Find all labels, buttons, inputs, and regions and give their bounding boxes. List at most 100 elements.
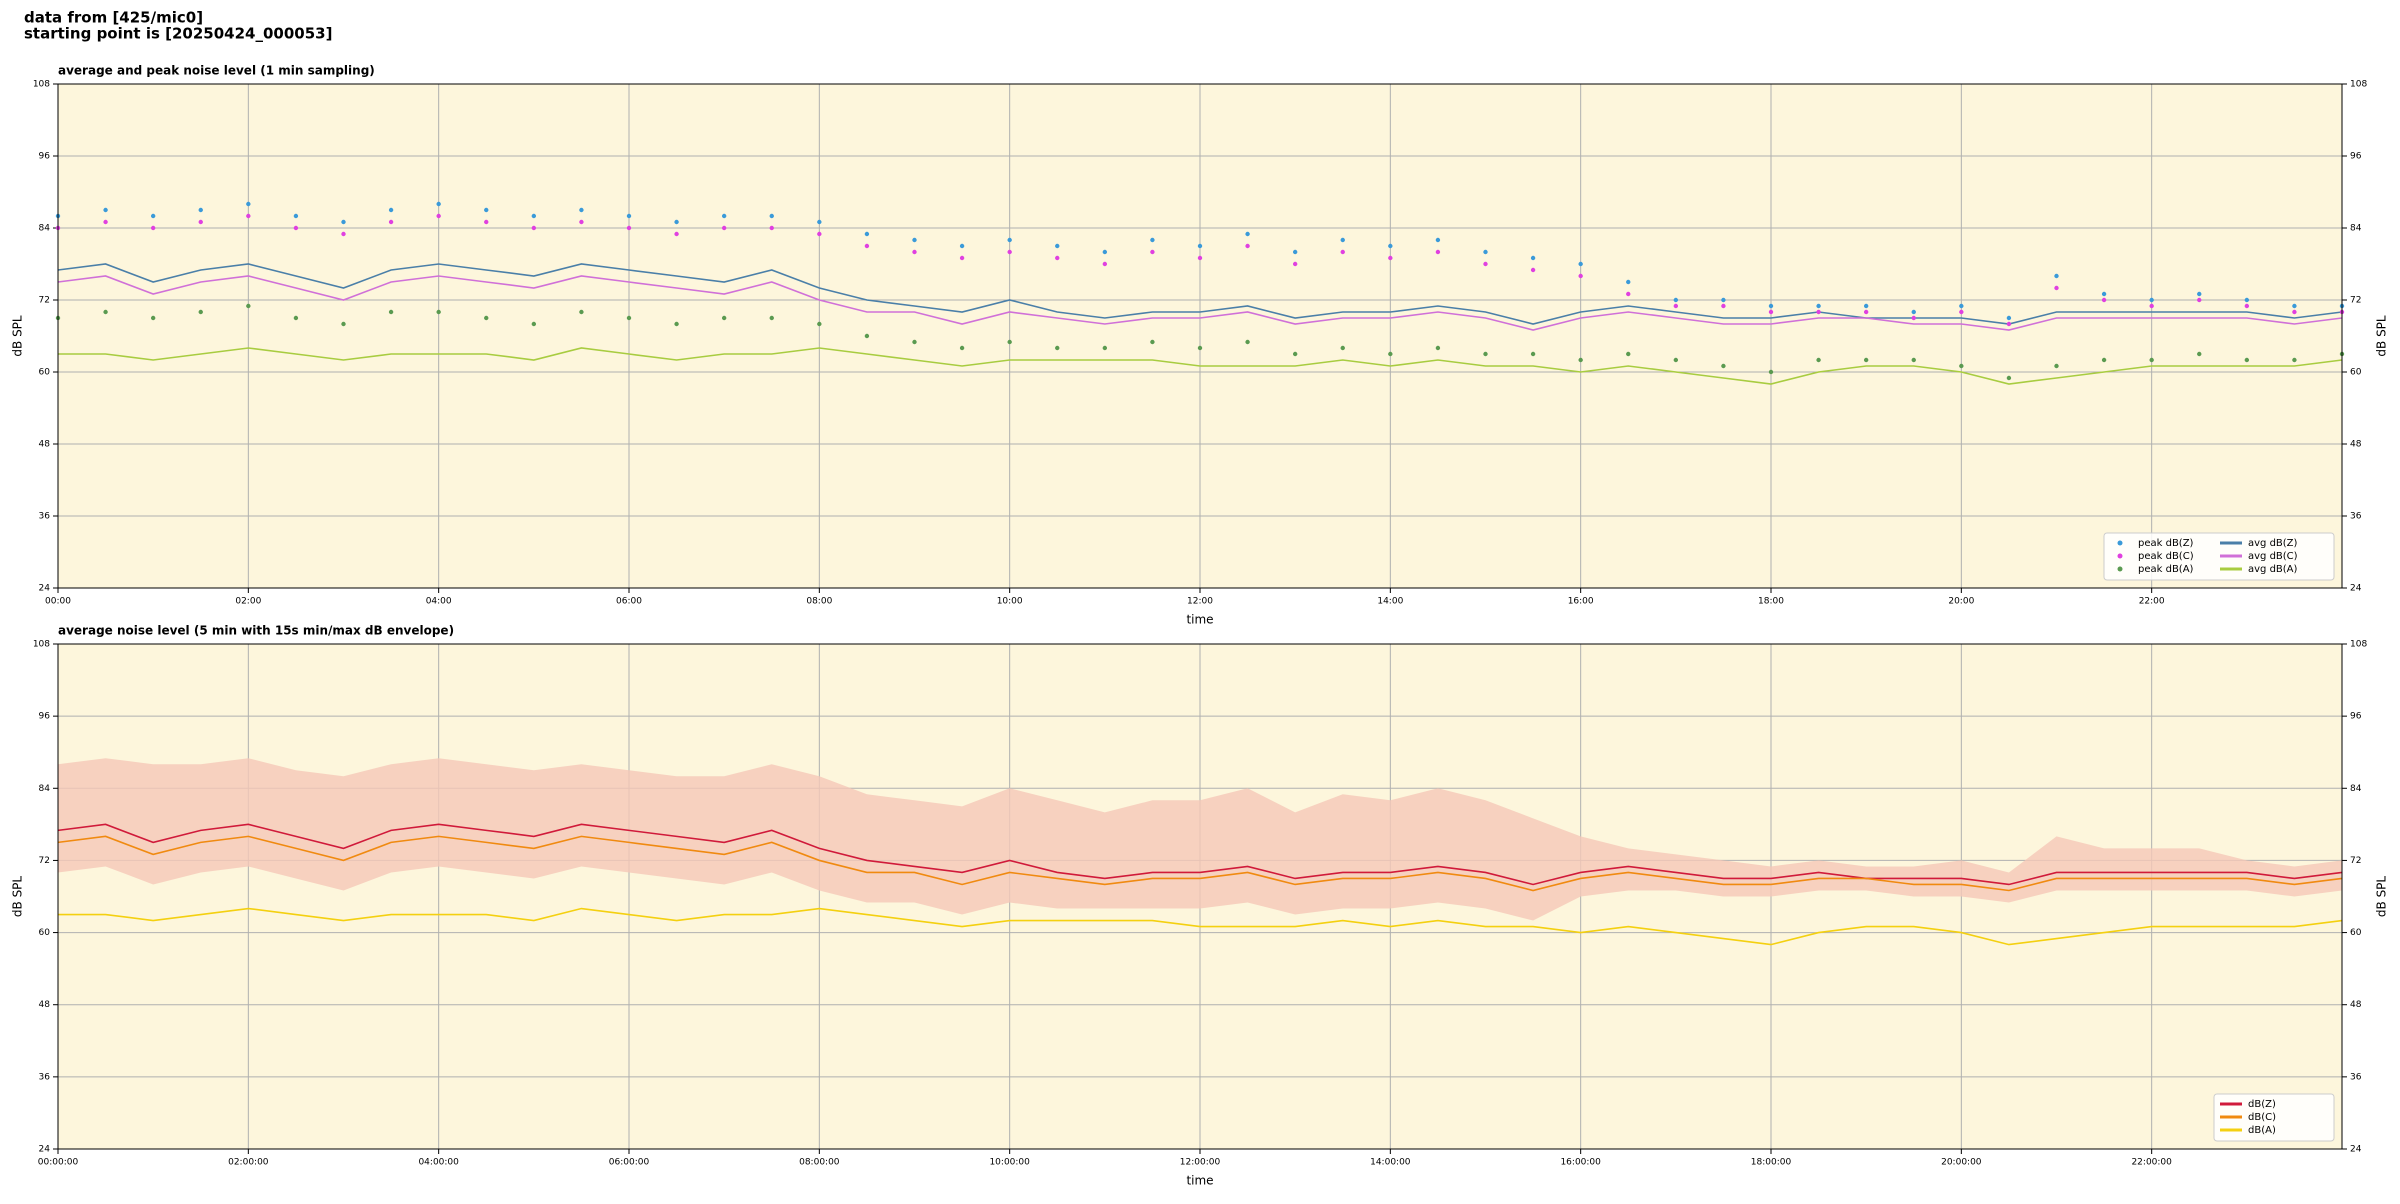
data-point xyxy=(2101,291,2107,297)
data-point xyxy=(198,207,203,213)
x-tick-label: 10:00 xyxy=(997,597,1023,607)
data-point xyxy=(1673,303,1679,309)
y-tick-label: 60 xyxy=(39,928,51,938)
x-tick-label: 18:00 xyxy=(1758,597,1784,607)
chart-title: average and peak noise level (1 min samp… xyxy=(58,64,375,78)
data-point xyxy=(2149,303,2154,309)
y-tick-label: 108 xyxy=(33,640,50,650)
data-point xyxy=(484,207,489,213)
data-point xyxy=(103,207,108,213)
data-point xyxy=(817,219,822,225)
x-tick-label: 16:00:00 xyxy=(1560,1158,1601,1168)
data-point xyxy=(531,321,537,327)
data-point xyxy=(1816,303,1821,309)
data-point xyxy=(103,219,108,225)
data-point xyxy=(1340,237,1345,243)
data-point xyxy=(959,345,965,351)
y-tick-label: 24 xyxy=(39,584,51,594)
data-point xyxy=(2101,357,2107,363)
data-point xyxy=(2292,309,2297,315)
y-tick-label: 84 xyxy=(39,784,51,794)
data-point xyxy=(1721,363,1726,369)
legend xyxy=(2103,532,2335,581)
data-point xyxy=(912,249,917,255)
data-point xyxy=(150,315,156,321)
x-tick-label: 04:00:00 xyxy=(418,1158,459,1168)
data-point xyxy=(1959,363,1964,369)
data-point xyxy=(1292,351,1298,357)
data-point xyxy=(1007,249,1012,255)
data-point xyxy=(246,213,251,219)
data-point xyxy=(484,219,489,225)
y-tick-label: 72 xyxy=(2350,856,2361,866)
x-tick-label: 04:00 xyxy=(426,597,452,607)
data-point xyxy=(1483,261,1488,267)
data-point xyxy=(864,243,870,249)
data-point xyxy=(198,219,203,225)
data-point xyxy=(1055,255,1060,261)
data-point xyxy=(341,219,346,225)
data-point xyxy=(246,303,251,309)
data-point xyxy=(1483,351,1488,357)
data-point xyxy=(1340,345,1345,351)
x-tick-label: 02:00:00 xyxy=(228,1158,269,1168)
data-point xyxy=(2006,375,2012,381)
data-point xyxy=(1435,237,1441,243)
data-point xyxy=(769,315,774,321)
header-line: starting point is [20250424_000053] xyxy=(24,25,332,43)
y-tick-label: 96 xyxy=(39,712,51,722)
data-point xyxy=(817,231,822,237)
data-point xyxy=(531,213,537,219)
data-point xyxy=(1245,243,1250,249)
x-tick-label: 18:00:00 xyxy=(1751,1158,1792,1168)
x-tick-label: 00:00 xyxy=(45,597,71,607)
data-point xyxy=(674,219,679,225)
data-point xyxy=(1197,345,1203,351)
y-tick-label: 96 xyxy=(39,152,51,162)
data-point xyxy=(1530,267,1536,273)
data-point xyxy=(1768,303,1774,309)
data-point xyxy=(1911,315,1916,321)
data-point xyxy=(531,225,537,231)
x-tick-label: 20:00 xyxy=(1948,597,1974,607)
x-tick-label: 02:00 xyxy=(235,597,261,607)
data-point xyxy=(2006,321,2012,327)
legend-label: avg dB(C) xyxy=(2248,551,2298,562)
y-tick-label: 36 xyxy=(2350,512,2362,522)
data-point xyxy=(912,339,917,345)
data-point xyxy=(436,309,441,315)
data-line xyxy=(58,907,2343,946)
y-tick-label: 72 xyxy=(2350,296,2361,306)
data-point xyxy=(2101,297,2107,303)
data-point xyxy=(293,213,299,219)
data-point xyxy=(769,225,774,231)
data-point xyxy=(1292,261,1298,267)
y-tick-label: 24 xyxy=(2350,584,2362,594)
data-point xyxy=(1959,303,1964,309)
data-point xyxy=(1102,249,1108,255)
y-tick-label: 108 xyxy=(33,80,50,90)
data-point xyxy=(484,315,489,321)
data-point xyxy=(293,315,299,321)
y-tick-label: 60 xyxy=(2350,928,2362,938)
x-tick-label: 14:00 xyxy=(1377,597,1403,607)
data-point xyxy=(2292,303,2297,309)
y-axis-label: dB SPL xyxy=(2375,315,2389,357)
data-point xyxy=(2006,315,2012,321)
data-point xyxy=(1245,339,1250,345)
y-axis-label: dB SPL xyxy=(11,315,25,357)
data-point xyxy=(1340,249,1345,255)
data-point xyxy=(1816,357,1821,363)
header-line: data from [425/mic0] xyxy=(24,9,203,27)
chart-title: average noise level (5 min with 15s min/… xyxy=(58,624,454,638)
data-point xyxy=(388,207,394,213)
y-tick-label: 48 xyxy=(39,440,51,450)
data-point xyxy=(388,309,394,315)
data-point xyxy=(1863,303,1869,309)
legend-marker xyxy=(2117,553,2123,559)
envelope xyxy=(58,758,2342,921)
data-point xyxy=(626,315,632,321)
y-tick-label: 36 xyxy=(2350,1072,2362,1082)
data-point xyxy=(2054,273,2059,279)
data-point xyxy=(1007,237,1012,243)
